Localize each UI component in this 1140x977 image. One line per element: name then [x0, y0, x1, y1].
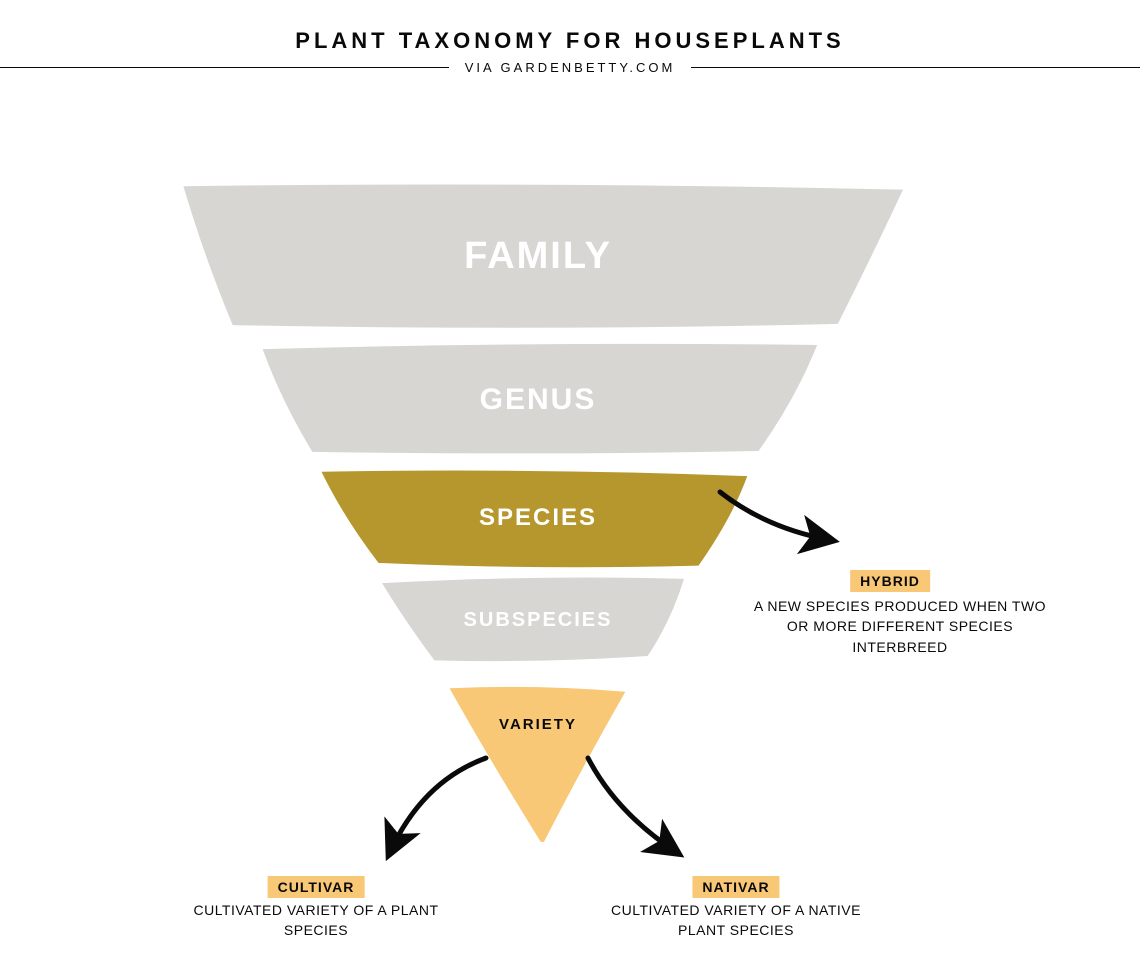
- arrow-variety-to-cultivar: [390, 758, 486, 852]
- funnel-label-variety: VARIETY: [388, 716, 688, 733]
- nativar-badge: NATIVAR: [692, 876, 779, 898]
- funnel-label-genus: GENUS: [388, 383, 688, 417]
- funnel-label-subspecies: SUBSPECIES: [388, 609, 688, 632]
- funnel-label-species: SPECIES: [388, 504, 688, 532]
- funnel-label-family: FAMILY: [388, 235, 688, 278]
- cultivar-badge: CULTIVAR: [268, 876, 365, 898]
- diagram-canvas: [0, 0, 1140, 977]
- cultivar-desc: CULTIVATED VARIETY OF A PLANT SPECIES: [166, 900, 466, 941]
- nativar-desc: CULTIVATED VARIETY OF A NATIVE PLANT SPE…: [586, 900, 886, 941]
- hybrid-desc: A NEW SPECIES PRODUCED WHEN TWO OR MORE …: [750, 596, 1050, 657]
- hybrid-badge: HYBRID: [850, 570, 930, 592]
- arrow-variety-to-nativar: [588, 758, 676, 852]
